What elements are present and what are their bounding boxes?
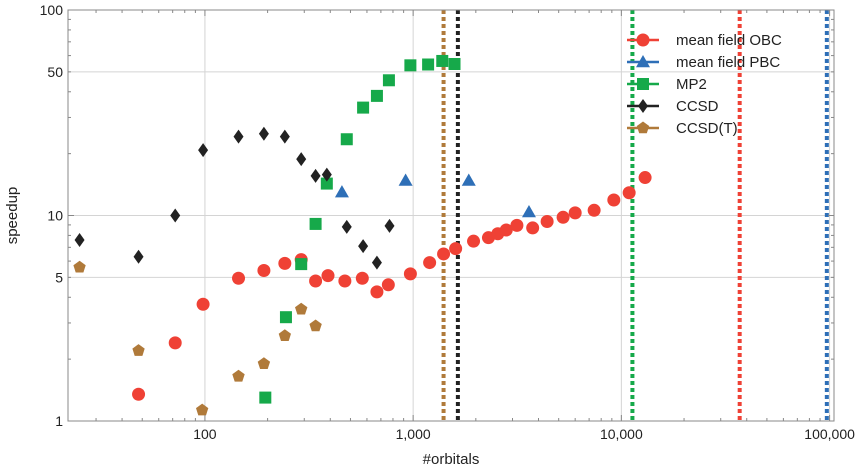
legend-label-ccsd: CCSD xyxy=(676,98,719,115)
ccsd-t-point xyxy=(295,302,308,315)
mean-field-obc-point xyxy=(622,186,636,200)
legend-label-mp2: MP2 xyxy=(676,76,707,93)
mean-field-obc-point xyxy=(355,271,369,285)
y-tick-label: 100 xyxy=(40,2,64,18)
ccsd-t-point xyxy=(232,369,245,382)
mean-field-obc-point xyxy=(278,256,292,270)
mean-field-obc-point xyxy=(168,336,182,350)
ccsd-t-point xyxy=(257,357,271,369)
mean-field-obc-point xyxy=(607,193,621,207)
mp2-point xyxy=(357,101,370,114)
ccsd-point xyxy=(258,126,269,141)
ccsd-point xyxy=(341,219,352,234)
legend: mean field OBC mean field PBC MP2 CCSD CCSD(… xyxy=(627,32,782,137)
ccsd-point xyxy=(384,218,395,233)
y-axis-label: speedup xyxy=(4,187,21,245)
mean-field-obc-point xyxy=(540,214,554,228)
mean-field-obc-point xyxy=(370,285,384,299)
legend-marker-ccsd xyxy=(638,99,648,113)
mean-field-pbc-point xyxy=(334,185,349,198)
ccsd-point xyxy=(279,129,290,144)
ccsd-point xyxy=(170,208,181,223)
mean-field-obc-point xyxy=(321,269,335,283)
mean-field-obc-point xyxy=(196,297,210,311)
mean-field-pbc-point xyxy=(461,173,476,186)
ccsd-point xyxy=(74,232,85,247)
ccsd-point xyxy=(310,168,321,183)
ccsd-point xyxy=(133,249,144,264)
mean-field-obc-point xyxy=(309,274,323,288)
mp2-point xyxy=(279,311,292,324)
mean-field-obc-point xyxy=(556,210,570,224)
threshold-lines xyxy=(441,10,829,421)
x-tick-label: 10,000 xyxy=(600,426,643,442)
mean-field-pbc-point xyxy=(398,173,413,186)
mean-field-obc-point xyxy=(467,234,481,248)
ccsd-point xyxy=(296,152,307,167)
mp2-point xyxy=(422,58,435,71)
legend-label-ccsd-t: CCSD(T) xyxy=(676,120,738,137)
mp2-point xyxy=(309,217,322,230)
mp2-point xyxy=(404,59,417,72)
mp2-point xyxy=(370,89,383,102)
legend-label-mean-field-obc: mean field OBC xyxy=(676,32,782,49)
ccsd-t-point xyxy=(73,260,86,273)
mean-field-obc-point xyxy=(232,271,246,285)
x-tick-label: 100 xyxy=(193,426,217,442)
mp2-point xyxy=(436,54,449,67)
x-axis-label: #orbitals xyxy=(423,451,480,468)
mp2-point xyxy=(340,133,353,146)
mean-field-obc-point xyxy=(587,203,601,217)
ccsd-point xyxy=(321,167,332,182)
y-tick-label: 50 xyxy=(47,64,63,80)
ccsd-t-point xyxy=(132,344,145,356)
ccsd-point xyxy=(358,239,369,254)
mean-field-obc-point xyxy=(132,387,146,401)
mean-field-obc-point xyxy=(510,218,524,232)
data-points xyxy=(73,54,652,416)
mp2-point xyxy=(295,258,308,271)
mean-field-obc-point xyxy=(381,278,395,292)
ccsd-t-point xyxy=(278,329,291,341)
x-tick-label: 100,000 xyxy=(804,426,855,442)
y-axis-ticks: 1 5 10 50 100 xyxy=(40,2,834,429)
mp2-point xyxy=(448,58,461,71)
y-tick-label: 1 xyxy=(55,413,63,429)
mean-field-obc-point xyxy=(423,256,437,270)
mean-field-obc-point xyxy=(449,242,463,256)
mean-field-obc-point xyxy=(257,263,271,277)
legend-label-mean-field-pbc: mean field PBC xyxy=(676,54,780,71)
legend-marker-mean-field-pbc xyxy=(636,55,650,68)
ccsd-point xyxy=(371,255,382,270)
ccsd-t-point xyxy=(309,319,322,332)
y-tick-label: 5 xyxy=(55,269,63,285)
mean-field-obc-point xyxy=(499,223,513,237)
mean-field-obc-point xyxy=(638,171,652,185)
mp2-point xyxy=(259,391,272,404)
ccsd-point xyxy=(198,143,209,158)
legend-marker-mean-field-obc xyxy=(636,33,650,47)
mean-field-obc-point xyxy=(526,221,540,235)
ccsd-t-point xyxy=(196,403,209,416)
legend-marker-mp2 xyxy=(637,78,649,90)
mean-field-pbc-point xyxy=(521,204,536,218)
legend-marker-ccsd-t xyxy=(636,121,650,134)
mp2-point xyxy=(382,74,395,87)
x-axis-ticks: 100 1,000 10,000 100,000 xyxy=(95,10,855,442)
mean-field-obc-point xyxy=(338,274,352,288)
mean-field-obc-point xyxy=(437,247,451,261)
x-tick-label: 1,000 xyxy=(396,426,431,442)
ccsd-point xyxy=(233,129,244,144)
y-tick-label: 10 xyxy=(47,208,63,224)
mean-field-obc-point xyxy=(403,267,417,281)
mp2-point xyxy=(320,177,333,190)
mean-field-obc-point xyxy=(568,206,582,220)
